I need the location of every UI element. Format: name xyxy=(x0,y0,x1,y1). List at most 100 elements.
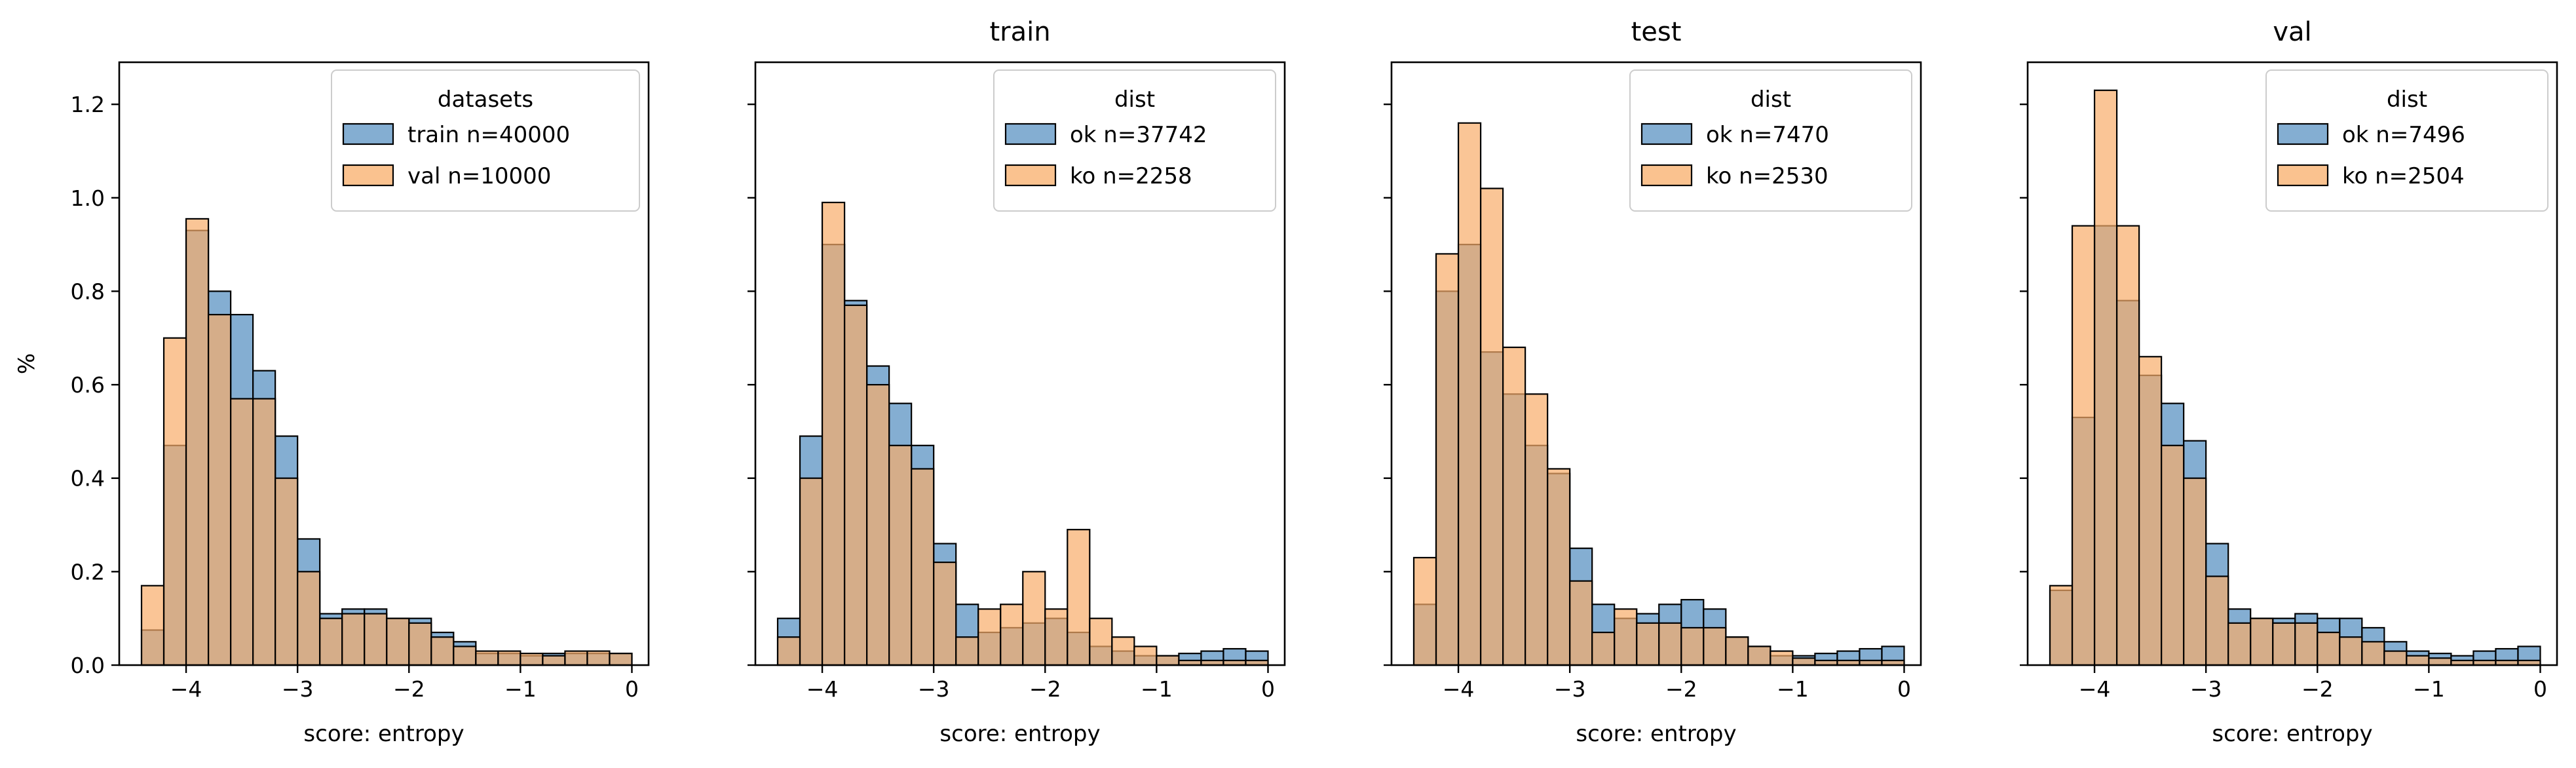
legend-swatch xyxy=(2277,164,2329,187)
series-2-1 xyxy=(1412,122,1905,666)
legend-swatch xyxy=(342,123,394,145)
bar xyxy=(1525,393,1549,666)
x-tick-label: −2 xyxy=(393,676,425,702)
legend-swatch xyxy=(1640,123,1693,145)
bar xyxy=(252,398,276,666)
bar xyxy=(364,613,388,666)
legend-swatch xyxy=(1004,164,1057,187)
bar xyxy=(1000,604,1024,666)
legend: datasets train n=40000 val n=10000 xyxy=(331,69,640,212)
legend-swatch xyxy=(1640,164,1693,187)
bar xyxy=(2406,655,2430,666)
bar xyxy=(776,636,801,666)
panel-2: −4 −3 −2 −1 0 score: entropy test dist ok n=7470… xyxy=(1384,17,1922,747)
bar xyxy=(1703,626,1727,666)
panel-3: −4 −3 −2 −1 0 score: entropy val dist ok n=7496 k… xyxy=(2020,17,2558,747)
bar xyxy=(230,398,254,666)
y-tick-label: 0.4 xyxy=(71,466,105,491)
bar xyxy=(1044,608,1069,666)
bar xyxy=(275,477,299,666)
bar xyxy=(1770,650,1794,666)
bar xyxy=(1792,657,1816,666)
bar xyxy=(2428,657,2452,666)
axes-frame xyxy=(2026,61,2558,666)
x-axis-label: score: entropy xyxy=(1576,721,1736,747)
bar xyxy=(1658,622,1682,666)
bar xyxy=(1569,580,1593,666)
bar xyxy=(1680,626,1705,666)
y-tick-label: 0.8 xyxy=(71,278,105,304)
x-tick-label: −2 xyxy=(2301,676,2334,702)
x-tick-label: 0 xyxy=(1261,676,1275,702)
panels: −4 −3 −2 −1 0 0.0 0.2 0.4 0.6 0.8 1.0 1.2 score: ent… xyxy=(71,17,2558,747)
legend-entry: ok n=7496 xyxy=(2342,122,2465,148)
series-1-1 xyxy=(776,201,1269,666)
bar xyxy=(2250,617,2274,666)
x-axis-label: score: entropy xyxy=(303,721,464,747)
axes-frame xyxy=(118,61,650,666)
bar xyxy=(1614,608,1638,666)
bar xyxy=(2049,585,2074,666)
bar xyxy=(1547,468,1571,666)
bar xyxy=(2093,89,2118,666)
bar xyxy=(140,585,165,666)
bar xyxy=(185,218,210,666)
x-tick-label: −4 xyxy=(1443,676,1475,702)
legend-swatch xyxy=(342,164,394,187)
legend-box xyxy=(993,69,1276,212)
bar xyxy=(207,314,232,666)
shared-y-axis-label: % xyxy=(14,353,40,374)
legend-box xyxy=(1629,69,1912,212)
bar xyxy=(609,653,633,666)
bar xyxy=(2161,444,2185,666)
bar xyxy=(564,650,588,666)
bar xyxy=(2383,650,2408,666)
x-tick-label: 0 xyxy=(1897,676,1911,702)
bar xyxy=(843,304,868,666)
legend-entry: ko n=2530 xyxy=(1706,163,1828,189)
bar xyxy=(162,337,187,666)
bar xyxy=(1502,346,1526,666)
panel-1: −4 −3 −2 −1 0 score: entropy train dist ok n=377… xyxy=(748,17,1286,747)
bar xyxy=(1479,187,1504,666)
bar xyxy=(2361,641,2385,666)
legend-box xyxy=(331,69,640,212)
legend: dist ok n=7496 ko n=2504 xyxy=(2265,69,2548,212)
y-tick-label: 1.0 xyxy=(71,185,105,211)
bar xyxy=(297,571,321,666)
bar xyxy=(977,608,1002,666)
x-tick-label: −3 xyxy=(1554,676,1586,702)
legend-entry: ok n=7470 xyxy=(1706,122,1829,148)
x-tick-label: −3 xyxy=(282,676,314,702)
bar xyxy=(911,468,935,666)
legend-entry: ok n=37742 xyxy=(1070,122,1207,148)
legend: dist ok n=37742 ko n=2258 xyxy=(993,69,1276,212)
bar xyxy=(1133,645,1158,666)
bar xyxy=(386,617,410,666)
bar xyxy=(799,477,824,666)
bar xyxy=(1111,636,1135,666)
panel-0: −4 −3 −2 −1 0 0.0 0.2 0.4 0.6 0.8 1.0 1.2 score: ent… xyxy=(71,61,650,747)
legend: dist ok n=7470 ko n=2530 xyxy=(1629,69,1912,212)
y-tick-label: 1.2 xyxy=(71,92,105,117)
chart-title: test xyxy=(1631,17,1682,47)
legend-entry: ko n=2504 xyxy=(2342,163,2465,189)
bar xyxy=(542,655,566,666)
bar xyxy=(341,613,366,666)
bar xyxy=(2115,225,2140,666)
x-tick-label: 0 xyxy=(2533,676,2547,702)
chart-title: val xyxy=(2273,17,2311,47)
bar xyxy=(2317,631,2341,666)
axes-frame xyxy=(1390,61,1922,666)
bar xyxy=(520,653,544,666)
legend-swatch xyxy=(2277,123,2329,145)
bar xyxy=(955,636,979,666)
bar xyxy=(408,622,432,666)
x-tick-label: −1 xyxy=(504,676,537,702)
bar xyxy=(430,636,455,666)
bar xyxy=(2339,636,2363,666)
legend-box xyxy=(2265,69,2548,212)
bar xyxy=(888,444,913,666)
x-tick-label: −1 xyxy=(1141,676,1173,702)
